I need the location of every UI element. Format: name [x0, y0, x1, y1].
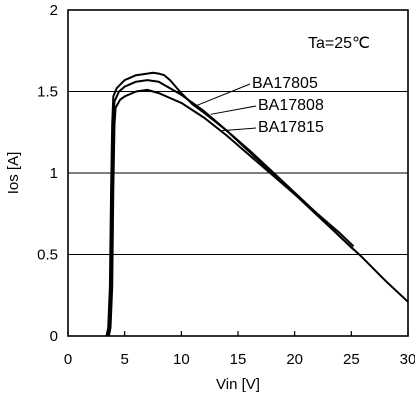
y-tick-label: 1.5 — [37, 84, 58, 101]
y-tick-label: 0 — [50, 328, 58, 345]
temperature-annotation: Ta=25℃ — [308, 35, 370, 52]
grid-layer — [68, 91, 408, 255]
y-tick-label: 2 — [50, 2, 58, 19]
series-layer — [105, 71, 409, 337]
x-tick-label: 15 — [230, 351, 247, 368]
series-line-ba17815 — [107, 88, 355, 337]
y-tick-label: 0.5 — [37, 247, 58, 264]
series-label-ba17805: BA17805 — [252, 75, 318, 92]
series-label-ba17815: BA17815 — [258, 119, 324, 136]
x-tick-label: 30 — [400, 351, 415, 368]
x-tick-label: 10 — [173, 351, 190, 368]
series-label-ba17808: BA17808 — [258, 97, 324, 114]
series-leader-line — [194, 83, 251, 107]
y-axis-title: Ios [A] — [5, 152, 22, 195]
series-leader-line — [222, 127, 257, 132]
series-leader-line — [210, 105, 257, 115]
tick-layer: 00.511.520 5 10 15 20 25 30 — [37, 2, 415, 368]
label-layer: BA17805 BA17808 BA17815 — [194, 75, 324, 136]
y-tick-label: 1 — [50, 165, 58, 182]
x-axis-title: Vin [V] — [216, 376, 260, 393]
x-tick-label: 0 — [64, 351, 72, 368]
x-tick-label: 20 — [286, 351, 303, 368]
x-tick-label: 5 — [120, 351, 128, 368]
x-tick-label: 25 — [343, 351, 360, 368]
